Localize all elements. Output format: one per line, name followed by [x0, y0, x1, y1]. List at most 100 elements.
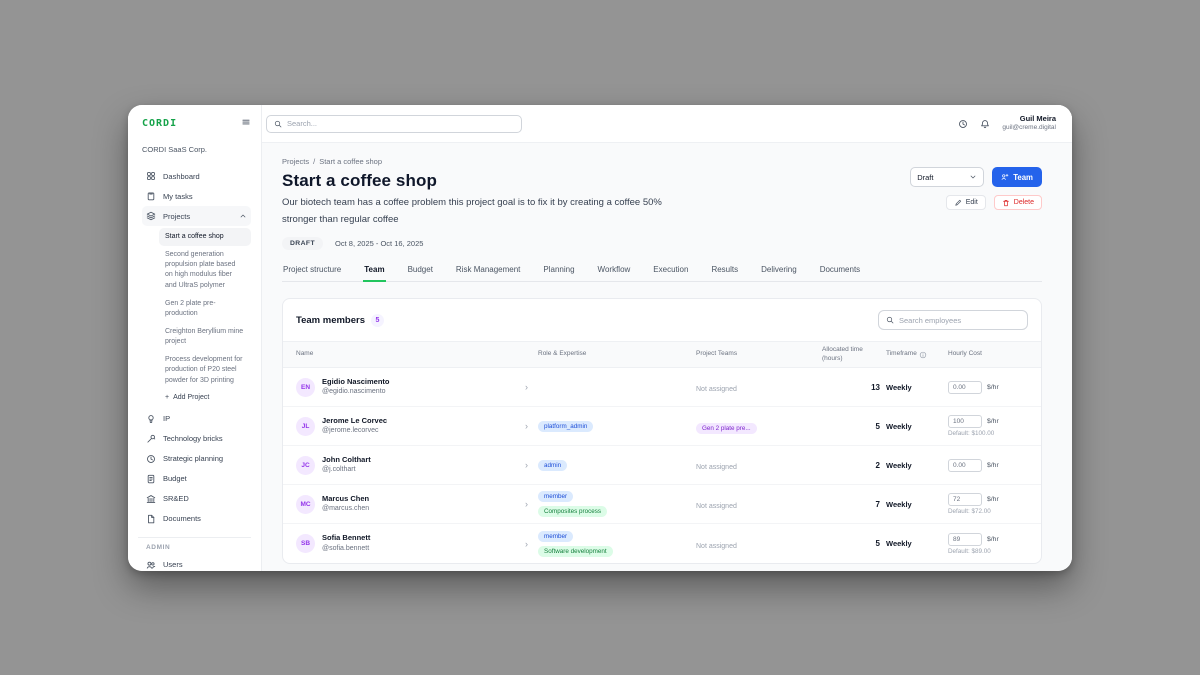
member-count-badge: 5 — [371, 313, 384, 327]
chevron-right-icon[interactable]: › — [525, 382, 528, 393]
global-search-input[interactable] — [287, 119, 514, 128]
avatar: EN — [296, 377, 315, 397]
page-header-left: Projects / Start a coffee shop Start a c… — [282, 157, 662, 251]
table-row[interactable]: JC John Colthart @j.colthart › admin Not… — [283, 446, 1041, 486]
sidebar-item-label: Dashboard — [163, 171, 200, 181]
member-name: Jerome Le Corvec — [322, 415, 388, 425]
add-project-button[interactable]: + Add Project — [165, 393, 210, 401]
lightbulb-icon — [148, 414, 154, 423]
cost-unit: $/hr — [987, 383, 999, 391]
hamburger-menu-icon[interactable] — [241, 117, 251, 129]
app-window: CORDI CORDI SaaS Corp. Dashboard My task… — [128, 105, 1072, 571]
wrench-icon — [147, 434, 156, 443]
role-badge: platform_admin — [538, 420, 594, 432]
default-cost-note: Default: $89.00 — [948, 547, 991, 555]
grid-icon — [147, 172, 155, 180]
employee-search-input[interactable] — [899, 315, 1020, 325]
clipboard-icon — [147, 192, 155, 201]
global-search[interactable] — [266, 114, 522, 133]
breadcrumb-current: Start a coffee shop — [319, 157, 383, 166]
trash-icon — [1002, 199, 1009, 206]
tab-execution[interactable]: Execution — [653, 265, 689, 275]
chevron-right-icon[interactable]: › — [525, 421, 528, 432]
chevron-right-icon[interactable]: › — [525, 460, 528, 471]
member-handle: @j.colthart — [322, 466, 356, 474]
page-header-actions: Draft Team Edit — [910, 157, 1042, 250]
hourly-cost-input[interactable] — [948, 493, 982, 507]
tab-results[interactable]: Results — [711, 265, 739, 275]
col-name: Name — [296, 350, 314, 358]
allocated-time: 5 — [875, 421, 880, 431]
tab-planning[interactable]: Planning — [543, 265, 575, 275]
sidebar-project-item[interactable]: Process development for production of P2… — [165, 356, 243, 384]
clock-icon — [147, 454, 155, 463]
sidebar-project-item[interactable]: Start a coffee shop — [159, 228, 251, 247]
users-icon — [146, 561, 156, 569]
default-cost-note: Default: $72.00 — [948, 508, 991, 516]
sidebar-item-documents[interactable]: Documents — [142, 509, 251, 529]
avatar: MC — [296, 494, 315, 514]
project-team-badge: Gen 2 plate pre... — [696, 423, 757, 435]
sidebar-item-technology-bricks[interactable]: Technology bricks — [142, 429, 251, 449]
team-button[interactable]: Team — [992, 167, 1042, 187]
history-icon[interactable] — [958, 119, 968, 129]
cost-unit: $/hr — [987, 418, 999, 426]
sidebar-project-item[interactable]: Creighton Beryllium mine project — [165, 327, 244, 346]
tab-workflow[interactable]: Workflow — [597, 265, 631, 275]
sidebar-item-label: My tasks — [163, 191, 193, 201]
hourly-cost-input[interactable] — [948, 532, 982, 546]
sidebar-item-label: Technology bricks — [163, 434, 223, 444]
expertise-badge: Composites process — [538, 506, 608, 518]
col-teams: Project Teams — [696, 350, 738, 358]
breadcrumb-projects[interactable]: Projects — [282, 157, 310, 166]
tab-risk-management[interactable]: Risk Management — [455, 265, 521, 275]
sidebar-item-users[interactable]: Users — [142, 555, 251, 571]
bell-icon[interactable] — [980, 119, 990, 129]
sidebar-item-projects[interactable]: Projects — [142, 206, 251, 226]
sidebar-item-dashboard[interactable]: Dashboard — [142, 166, 251, 186]
sidebar-item-my-tasks[interactable]: My tasks — [142, 186, 251, 206]
page-title: Start a coffee shop — [282, 171, 437, 190]
member-name: John Colthart — [322, 454, 371, 464]
sidebar-project-item[interactable]: Second generation propulsion plate based… — [165, 251, 236, 289]
tab-documents[interactable]: Documents — [819, 265, 861, 275]
table-row[interactable]: SB Sofia Bennett @sofia.bennett › member… — [283, 524, 1041, 563]
employee-search[interactable] — [878, 310, 1028, 331]
user-name: Guil Meira — [1019, 114, 1056, 124]
project-team-value: Not assigned — [696, 503, 737, 511]
projects-sub-list: Start a coffee shop Second generation pr… — [159, 228, 251, 405]
sidebar-item-ip[interactable]: IP — [142, 409, 251, 429]
edit-button[interactable]: Edit — [945, 195, 986, 210]
cost-unit: $/hr — [987, 535, 999, 543]
hourly-cost-input[interactable] — [948, 458, 982, 472]
main-area: Guil Meira guil@creme.digital Projects /… — [262, 105, 1072, 571]
sidebar-item-budget[interactable]: Budget — [142, 469, 251, 489]
plus-icon: + — [165, 393, 170, 401]
hourly-cost-input[interactable] — [948, 415, 982, 429]
table-row[interactable]: JL Jerome Le Corvec @jerome.lecorvec › p… — [283, 407, 1041, 447]
table-row[interactable]: EN Egidio Nascimento @egidio.nascimento … — [283, 368, 1041, 408]
chevron-right-icon[interactable]: › — [525, 499, 528, 510]
tab-project-structure[interactable]: Project structure — [283, 265, 342, 275]
table-row[interactable]: MC Marcus Chen @marcus.chen › member Com… — [283, 485, 1041, 525]
project-team-value: Not assigned — [696, 542, 737, 550]
status-select[interactable]: Draft — [910, 167, 985, 187]
pencil-icon — [955, 199, 961, 206]
member-name: Egidio Nascimento — [322, 376, 390, 386]
sidebar-item-strategic-planning[interactable]: Strategic planning — [142, 449, 251, 469]
table-header: Name Role & Expertise Project Teams Allo… — [283, 341, 1041, 369]
hourly-cost-input[interactable] — [948, 380, 982, 394]
tab-budget[interactable]: Budget — [407, 265, 433, 275]
avatar: JC — [296, 455, 315, 475]
tab-team[interactable]: Team — [363, 265, 386, 283]
tab-delivering[interactable]: Delivering — [761, 265, 797, 275]
chevron-right-icon[interactable]: › — [525, 538, 528, 549]
page-content: Projects / Start a coffee shop Start a c… — [262, 143, 1072, 571]
info-icon[interactable] — [919, 351, 927, 359]
sidebar-item-sred[interactable]: SR&ED — [142, 489, 251, 509]
user-menu[interactable]: Guil Meira guil@creme.digital — [1002, 114, 1056, 132]
cost-unit: $/hr — [987, 461, 999, 469]
sidebar-project-item[interactable]: Gen 2 plate pre-production — [165, 299, 216, 317]
sidebar: CORDI CORDI SaaS Corp. Dashboard My task… — [128, 105, 262, 571]
delete-button[interactable]: Delete — [993, 195, 1042, 210]
